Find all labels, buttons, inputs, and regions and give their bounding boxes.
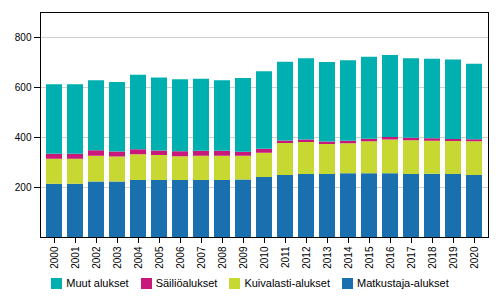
svg-text:200: 200 xyxy=(15,182,32,193)
svg-text:800: 800 xyxy=(15,32,32,43)
svg-text:2007: 2007 xyxy=(196,246,207,269)
html-text:Säiliöalukset: Säiliöalukset xyxy=(155,277,218,289)
svg-text:600: 600 xyxy=(15,82,32,93)
svg-text:2011: 2011 xyxy=(280,246,291,268)
svg-text:2010: 2010 xyxy=(259,246,270,269)
svg-text:2008: 2008 xyxy=(217,246,228,269)
svg-text:2019: 2019 xyxy=(448,246,459,269)
svg-text:2013: 2013 xyxy=(322,246,333,269)
svg-text:2017: 2017 xyxy=(406,246,417,269)
html-text:Kuivalasti-alukset: Kuivalasti-alukset xyxy=(244,277,330,289)
svg-text:2012: 2012 xyxy=(301,246,312,269)
svg-text:2003: 2003 xyxy=(112,246,123,269)
html-text:Matkustaja-alukset: Matkustaja-alukset xyxy=(357,277,449,289)
svg-text:2006: 2006 xyxy=(175,246,186,269)
svg-text:2000: 2000 xyxy=(49,246,60,269)
svg-text:2020: 2020 xyxy=(469,246,480,269)
svg-text:400: 400 xyxy=(15,132,32,143)
svg-text:2004: 2004 xyxy=(133,246,144,269)
svg-text:2015: 2015 xyxy=(364,246,375,269)
svg-text:2001: 2001 xyxy=(70,246,81,269)
svg-text:2009: 2009 xyxy=(238,246,249,269)
html-text:Muut alukset: Muut alukset xyxy=(66,277,129,289)
svg-text:2018: 2018 xyxy=(427,246,438,269)
svg-text:2002: 2002 xyxy=(91,246,102,269)
svg-text:2014: 2014 xyxy=(343,246,354,269)
svg-text:2005: 2005 xyxy=(154,246,165,269)
svg-text:2016: 2016 xyxy=(385,246,396,269)
